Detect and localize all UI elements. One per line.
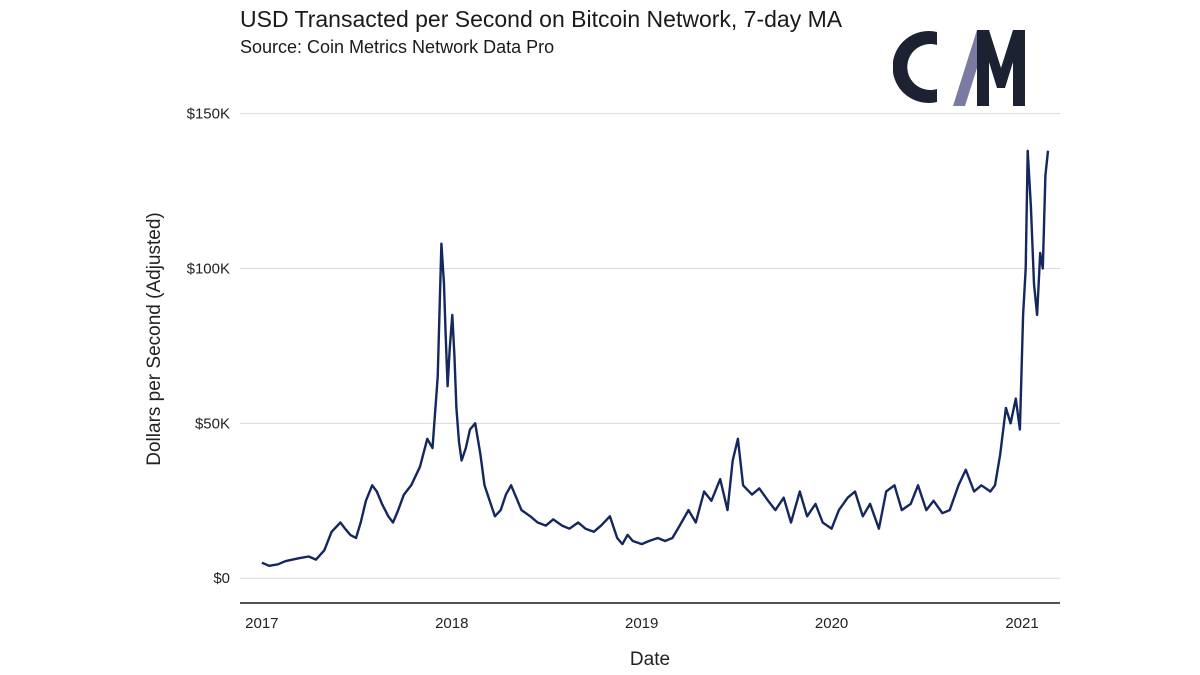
x-axis-ticks: 2017 2018 2019 2020 2021 — [245, 615, 1039, 632]
x-tick-label: 2021 — [1005, 615, 1038, 632]
series-line — [261, 149, 1050, 567]
y-tick-label: $0 — [213, 570, 230, 587]
y-tick-label: $50K — [195, 415, 230, 432]
coin-metrics-logo — [893, 30, 1025, 106]
x-tick-label: 2018 — [435, 615, 468, 632]
y-axis-title: Dollars per Second (Adjusted) — [144, 212, 165, 465]
x-tick-label: 2020 — [815, 615, 848, 632]
logo-letter-c — [893, 31, 937, 103]
chart-title: USD Transacted per Second on Bitcoin Net… — [240, 6, 843, 32]
y-tick-label: $100K — [187, 260, 230, 277]
x-axis-title: Date — [630, 649, 670, 670]
logo-letter-m — [977, 30, 1025, 106]
x-tick-label: 2019 — [625, 615, 658, 632]
chart-subtitle: Source: Coin Metrics Network Data Pro — [240, 37, 555, 57]
gridlines — [240, 113, 1060, 579]
x-tick-label: 2017 — [245, 615, 278, 632]
y-axis-ticks: $0 $50K $100K $150K — [187, 106, 230, 588]
y-tick-label: $150K — [187, 106, 230, 123]
